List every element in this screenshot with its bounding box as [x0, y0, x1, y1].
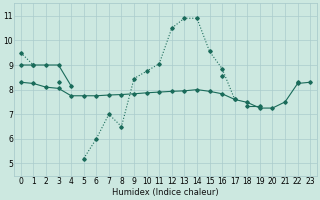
X-axis label: Humidex (Indice chaleur): Humidex (Indice chaleur)	[112, 188, 219, 197]
